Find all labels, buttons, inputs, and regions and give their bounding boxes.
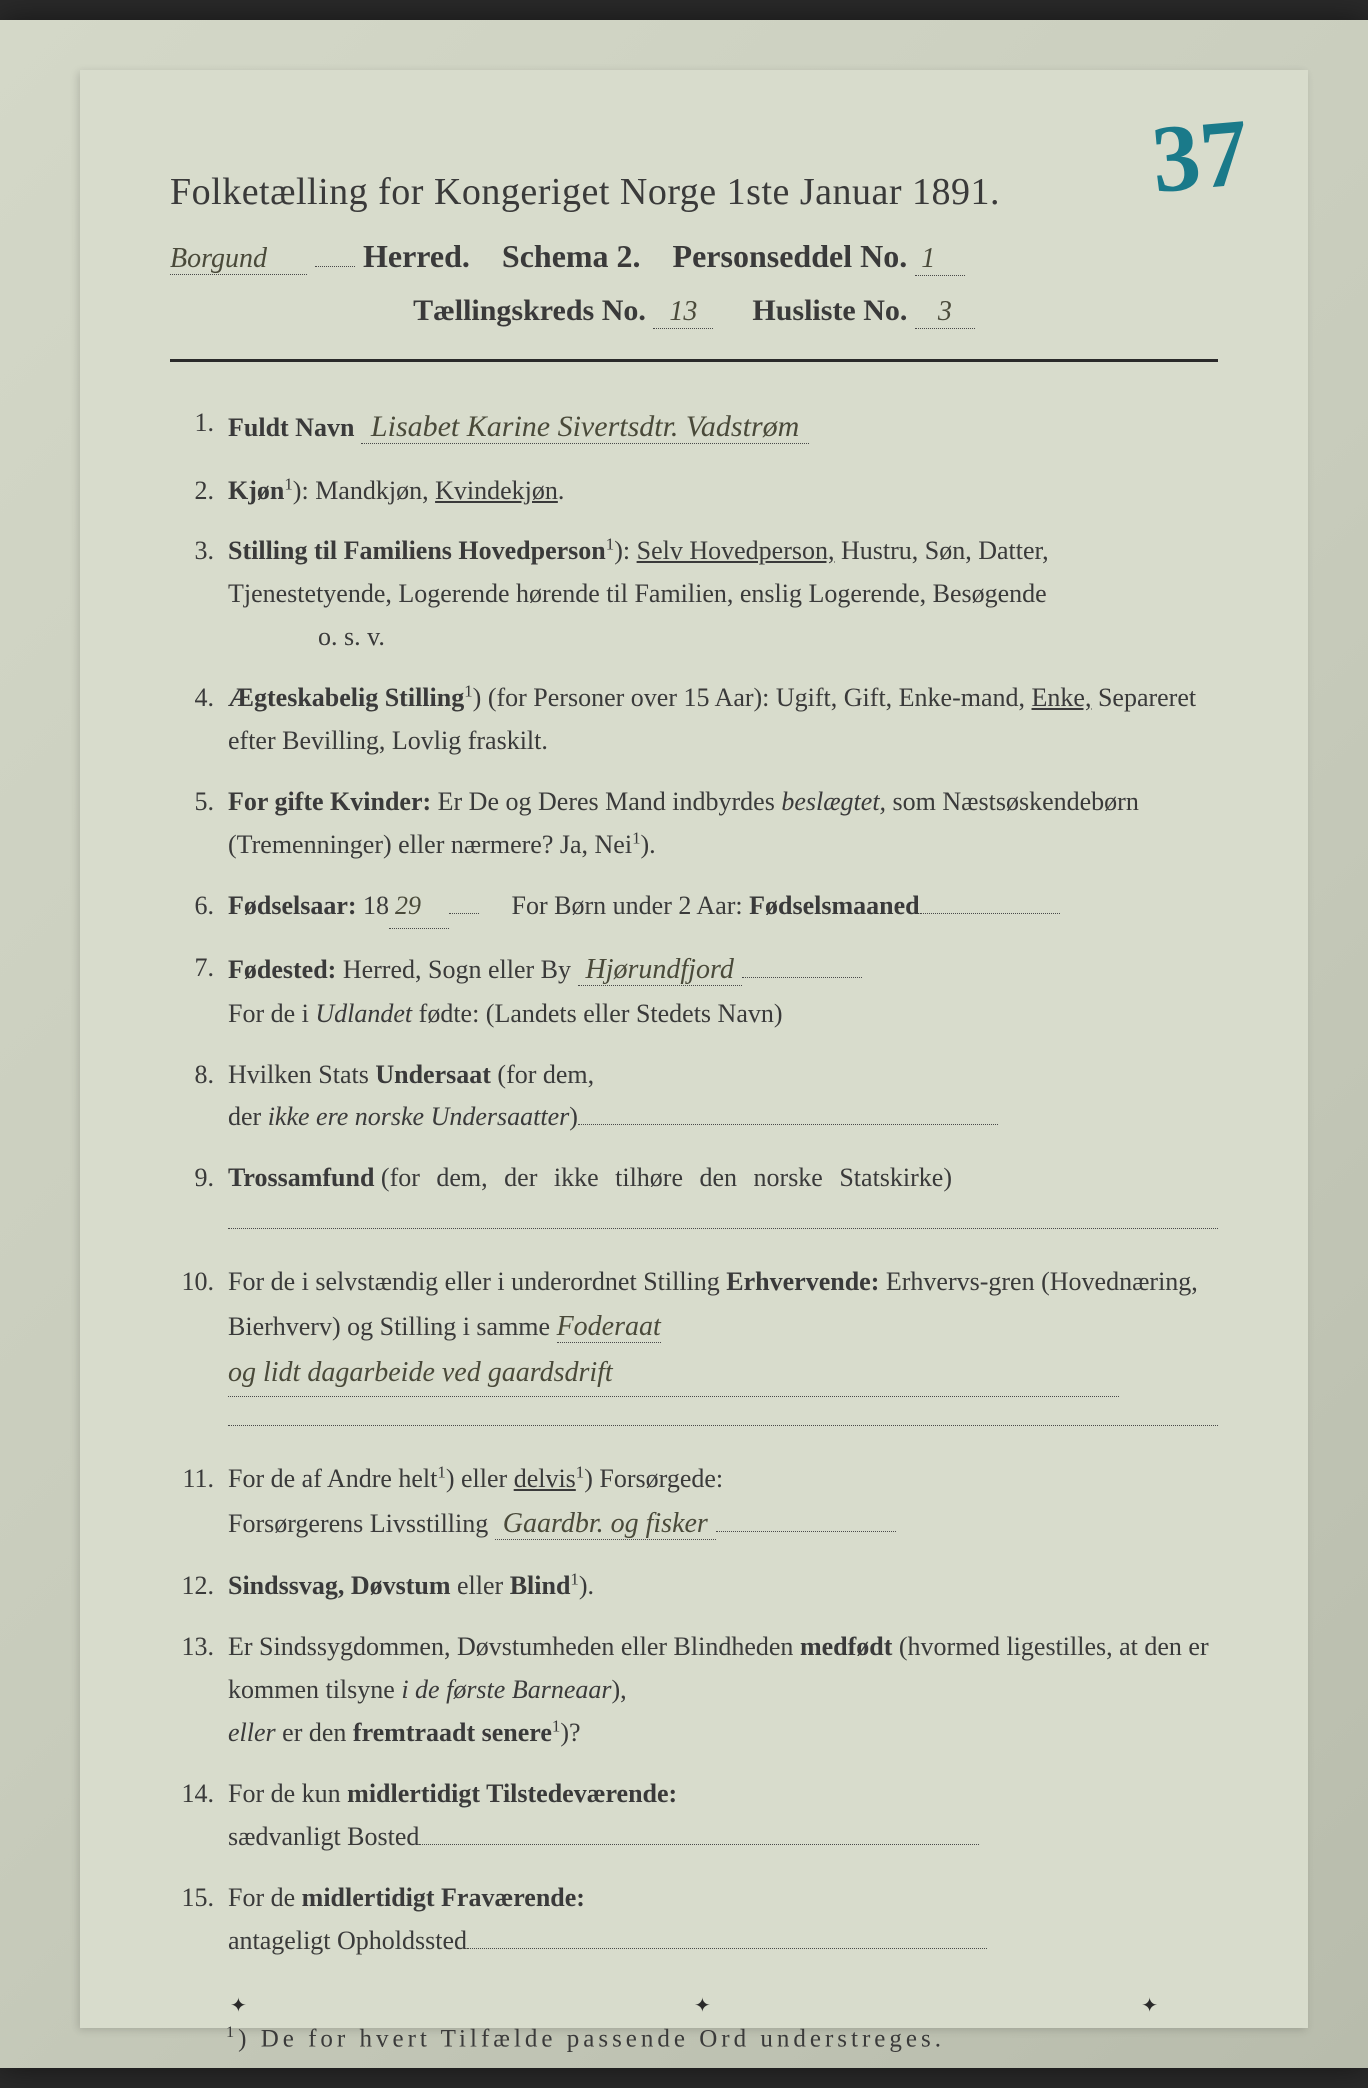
label-aegteskab: Ægteskabelig Stilling [228,683,464,712]
personseddel-no: 1 [915,243,965,276]
tick-mark: ✦ [230,1993,247,2018]
herred-label: Herred. [363,238,470,274]
entry-num: 8. [170,1054,228,1140]
entry-10: 10. For de i selvstændig eller i underor… [170,1261,1218,1440]
entry-num: 3. [170,530,228,659]
personseddel-label: Personseddel No. [673,238,908,274]
stilling-osv: o. s. v. [228,616,1218,659]
entry-9: 9. Trossamfund (for dem, der ikke tilhør… [170,1157,1218,1243]
header-title: Folketælling for Kongeriget Norge 1ste J… [170,170,1218,214]
entry-7: 7. Fødested: Herred, Sogn eller By Hjøru… [170,947,1218,1036]
entry-1: 1. Fuldt Navn Lisabet Karine Sivertsdtr.… [170,402,1218,452]
handwritten-page-number: 37 [1147,96,1252,215]
footnote: 1) De for hvert Tilfælde passende Ord un… [170,2023,1218,2053]
header-line3: Tællingskreds No. 13 Husliste No. 3 [170,294,1218,329]
taellingskreds-no: 13 [653,296,713,329]
value-fodested: Hjørundfjord [578,954,742,986]
stilling-selected: Selv Hovedperson, [637,536,835,565]
entry-4: 4. Ægteskabelig Stilling1) (for Personer… [170,677,1218,763]
entry-8: 8. Hvilken Stats Undersaat (for dem, der… [170,1054,1218,1140]
document-card: 37 Folketælling for Kongeriget Norge 1st… [80,70,1308,2028]
entry-num: 1. [170,402,228,452]
herred-handwritten: Borgund [170,243,307,275]
entry-num: 4. [170,677,228,763]
entry-5: 5. For gifte Kvinder: Er De og Deres Man… [170,781,1218,867]
entry-13: 13. Er Sindssygdommen, Døvstumheden elle… [170,1626,1218,1755]
entry-2: 2. Kjøn1): Mandkjøn, Kvindekjøn. [170,470,1218,513]
entry-12: 12. Sindssvag, Døvstum eller Blind1). [170,1565,1218,1608]
entry-num: 14. [170,1773,228,1859]
value-erhverv-2: og lidt dagarbeide ved gaardsdrift [228,1350,1119,1397]
entry-num: 11. [170,1458,228,1547]
header-divider [170,359,1218,362]
value-erhverv-1: Foderaat [557,1311,661,1343]
tick-mark: ✦ [1141,1993,1158,2018]
husliste-no: 3 [915,296,975,329]
entry-num: 2. [170,470,228,513]
label-trossamfund: Trossamfund [228,1163,374,1192]
scan-page: 37 Folketælling for Kongeriget Norge 1st… [0,20,1368,2068]
entry-num: 5. [170,781,228,867]
value-forsorger: Gaardbr. og fisker [495,1508,716,1540]
entry-num: 6. [170,885,228,929]
aegteskab-selected: Enke, [1032,683,1092,712]
label-gifte-kvinder: For gifte Kvinder: [228,787,431,816]
tick-mark: ✦ [694,1993,711,2018]
schema-label: Schema 2. [502,238,641,274]
entry-num: 10. [170,1261,228,1440]
kjon-options: Mandkjøn, [315,476,435,505]
header-line2: Borgund Herred. Schema 2. Personseddel N… [170,238,1218,276]
value-fodselsaar: 29 [389,885,449,929]
entry-11: 11. For de af Andre helt1) eller delvis1… [170,1458,1218,1547]
label-kjon: Kjøn [228,476,284,505]
taellingskreds-label: Tællingskreds No. [413,294,646,327]
label-fuldt-navn: Fuldt Navn [228,413,354,442]
entry-num: 13. [170,1626,228,1755]
label-fodselsaar: Fødselsaar: [228,891,357,920]
entry-15: 15. For de midlertidigt Fraværende: anta… [170,1877,1218,1963]
entry-3: 3. Stilling til Familiens Hovedperson1):… [170,530,1218,659]
value-fuldt-navn: Lisabet Karine Sivertsdtr. Vadstrøm [361,410,809,444]
entry-14: 14. For de kun midlertidigt Tilstedevære… [170,1773,1218,1859]
entry-num: 12. [170,1565,228,1608]
husliste-label: Husliste No. [752,294,907,327]
entry-num: 9. [170,1157,228,1243]
kjon-selected: Kvindekjøn [435,476,558,505]
label-fodested: Fødested: [228,955,336,984]
entry-6: 6. Fødselsaar: 1829 For Børn under 2 Aar… [170,885,1218,929]
entry-num: 7. [170,947,228,1036]
entry-num: 15. [170,1877,228,1963]
label-stilling: Stilling til Familiens Hovedperson [228,536,606,565]
